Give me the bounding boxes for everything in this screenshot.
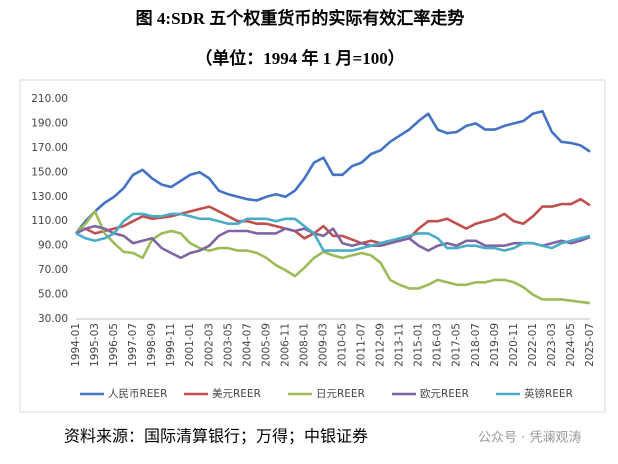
legend-label: 日元REER — [316, 388, 365, 400]
y-tick-label: 110.00 — [31, 215, 68, 227]
legend-label: 欧元REER — [420, 388, 469, 400]
series-line — [75, 197, 591, 245]
y-tick-label: 170.00 — [31, 142, 68, 154]
x-tick-label: 1994-01 — [70, 323, 82, 367]
x-tick-label: 2012-09 — [375, 323, 387, 367]
y-tick-label: 90.00 — [38, 240, 68, 252]
x-tick-label: 2003-05 — [222, 323, 234, 367]
watermark: 公众号 · 凭澜观涛 — [478, 430, 581, 446]
x-tick-label: 2010-05 — [337, 323, 349, 367]
y-tick-label: 150.00 — [31, 166, 68, 178]
chart-subtitle: （单位：1994 年 1 月=100） — [195, 48, 404, 68]
x-tick-label: 2020-11 — [508, 323, 520, 367]
x-tick-label: 2008-01 — [298, 323, 310, 367]
x-tick-label: 2011-07 — [356, 323, 368, 367]
chart-frame — [19, 79, 606, 413]
x-tick-label: 2015-01 — [413, 323, 425, 367]
series-line — [75, 224, 591, 260]
series-line — [74, 109, 591, 235]
x-tick-label: 2023-03 — [546, 323, 558, 367]
series-line — [75, 210, 591, 305]
x-tick-label: 2013-11 — [394, 323, 406, 367]
y-tick-label: 190.00 — [31, 117, 68, 129]
x-tick-label: 1998-09 — [146, 323, 158, 367]
series-line — [75, 212, 591, 252]
legend-label: 英镑REER — [524, 387, 573, 400]
y-tick-label: 30.00 — [38, 313, 68, 325]
chart-title: 图 4:SDR 五个权重货币的实际有效汇率走势 — [136, 8, 465, 28]
x-tick-label: 2019-09 — [489, 323, 501, 367]
x-tick-label: 2018-07 — [470, 323, 482, 367]
x-tick-label: 2022-01 — [527, 323, 539, 367]
x-tick-label: 2002-03 — [203, 323, 215, 367]
x-tick-label: 1995-03 — [89, 323, 101, 367]
x-tick-label: 1996-05 — [108, 323, 120, 367]
x-tick-label: 2004-07 — [241, 323, 253, 367]
y-tick-label: 210.00 — [31, 93, 68, 105]
source-note: 资料来源：国际清算银行；万得；中银证券 — [64, 427, 368, 446]
x-tick-label: 2025-07 — [584, 323, 596, 367]
legend-label: 人民币REER — [108, 388, 167, 400]
x-tick-label: 1997-07 — [127, 323, 139, 367]
y-tick-label: 70.00 — [38, 264, 68, 276]
x-tick-label: 2006-11 — [279, 323, 291, 367]
x-tick-label: 2024-05 — [565, 323, 577, 367]
x-tick-label: 2016-03 — [432, 323, 444, 367]
x-tick-label: 2009-03 — [317, 323, 329, 367]
y-tick-label: 130.00 — [31, 191, 68, 203]
y-tick-label: 50.00 — [38, 289, 68, 301]
legend-label: 美元REER — [212, 387, 261, 400]
x-tick-label: 1999-11 — [165, 323, 177, 367]
x-tick-label: 2001-01 — [184, 323, 196, 367]
x-tick-label: 2005-09 — [260, 323, 272, 367]
x-tick-label: 2017-05 — [451, 323, 463, 367]
